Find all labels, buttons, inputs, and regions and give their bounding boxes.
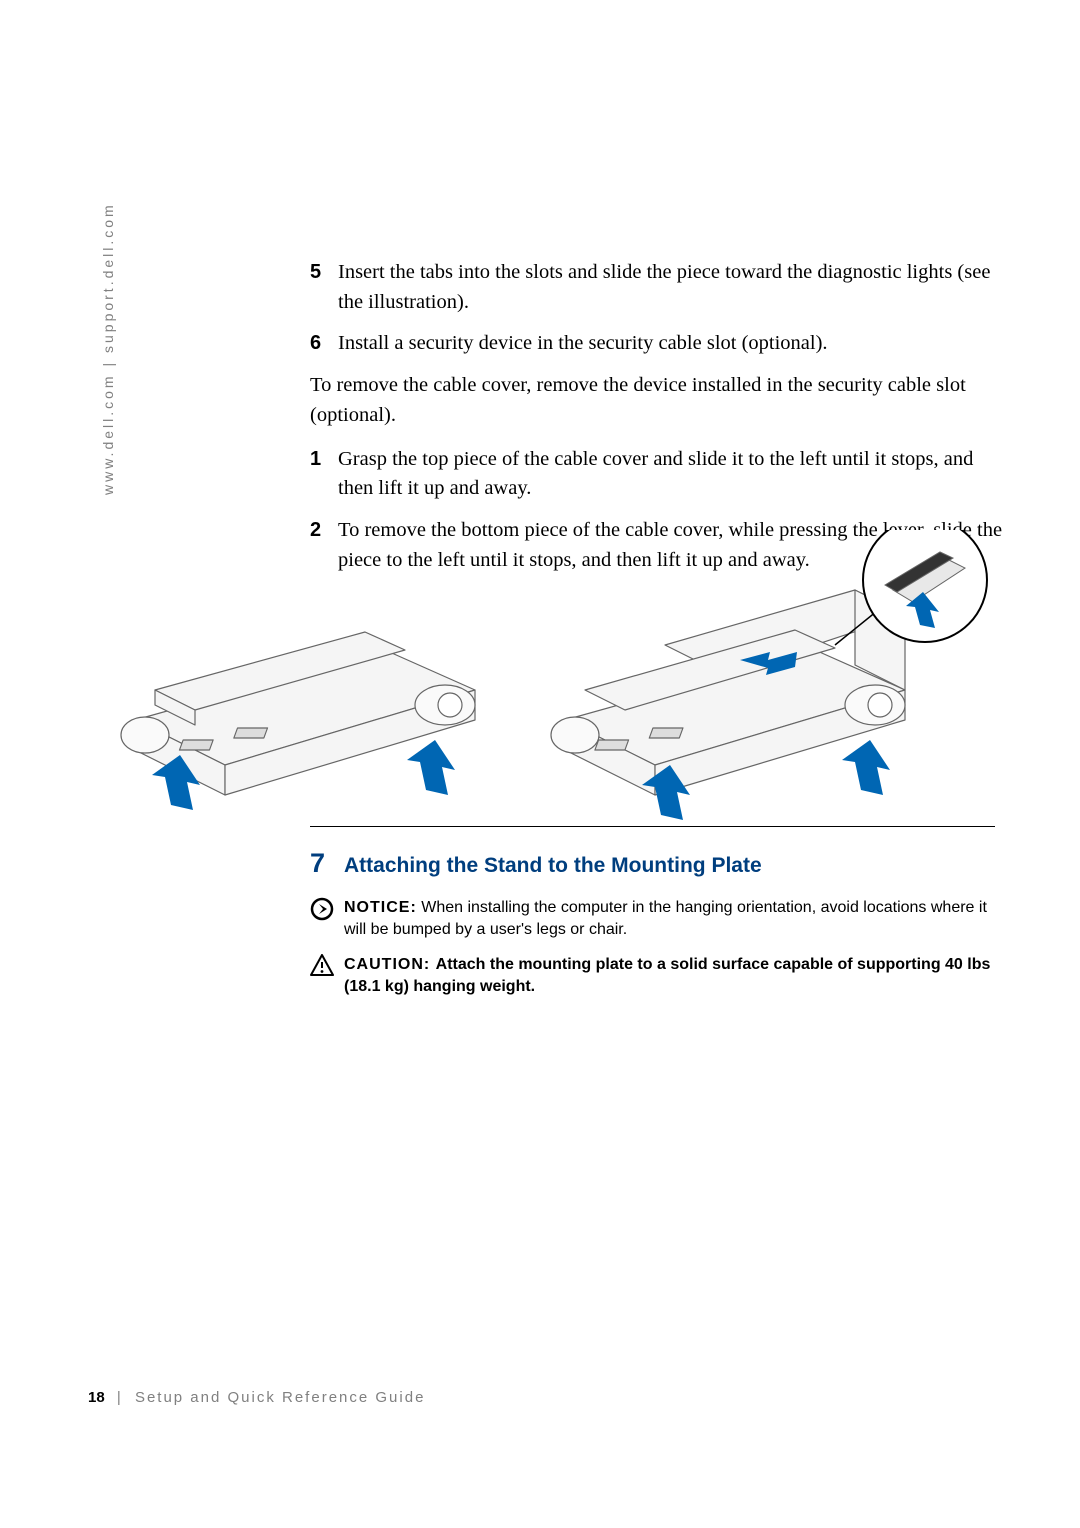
footer-title: Setup and Quick Reference Guide bbox=[135, 1389, 425, 1406]
section-number: 7 bbox=[310, 848, 344, 879]
page-footer: 18 | Setup and Quick Reference Guide bbox=[88, 1389, 425, 1406]
step-number: 5 bbox=[310, 258, 338, 317]
notice-callout: NOTICE: When installing the computer in … bbox=[310, 897, 1000, 942]
caution-callout: CAUTION: Attach the mounting plate to a … bbox=[310, 954, 1000, 999]
paragraph: To remove the cable cover, remove the de… bbox=[310, 371, 1010, 430]
cable-cover-right-illustration bbox=[525, 530, 995, 830]
notice-icon bbox=[310, 897, 344, 942]
notice-text: NOTICE: When installing the computer in … bbox=[344, 897, 1000, 942]
step-5: 5 Insert the tabs into the slots and sli… bbox=[310, 258, 1010, 317]
step-6: 6 Install a security device in the secur… bbox=[310, 329, 1010, 359]
page-number: 18 bbox=[88, 1389, 105, 1406]
caution-text: CAUTION: Attach the mounting plate to a … bbox=[344, 954, 1000, 999]
step-text: Insert the tabs into the slots and slide… bbox=[338, 258, 1010, 317]
step-number: 1 bbox=[310, 445, 338, 504]
caution-body: Attach the mounting plate to a solid sur… bbox=[344, 956, 990, 995]
notice-label: NOTICE: bbox=[344, 899, 417, 916]
caution-icon bbox=[310, 954, 344, 999]
caution-label: CAUTION: bbox=[344, 956, 436, 973]
section-7: 7 Attaching the Stand to the Mounting Pl… bbox=[310, 848, 1000, 1011]
page: www.dell.com | support.dell.com 5 Insert… bbox=[0, 0, 1080, 1528]
cable-cover-left-illustration bbox=[85, 570, 525, 830]
section-title: Attaching the Stand to the Mounting Plat… bbox=[344, 854, 762, 878]
steps-continue: 5 Insert the tabs into the slots and sli… bbox=[310, 258, 1010, 359]
step-text: Grasp the top piece of the cable cover a… bbox=[338, 445, 1010, 504]
section-heading: 7 Attaching the Stand to the Mounting Pl… bbox=[310, 848, 1000, 879]
notice-body: When installing the computer in the hang… bbox=[344, 899, 987, 938]
step-text: Install a security device in the securit… bbox=[338, 329, 828, 359]
illustration-area bbox=[85, 530, 995, 820]
divider bbox=[310, 826, 995, 827]
step-1: 1 Grasp the top piece of the cable cover… bbox=[310, 445, 1010, 504]
footer-sep: | bbox=[117, 1389, 123, 1406]
step-number: 6 bbox=[310, 329, 338, 359]
side-url: www.dell.com | support.dell.com bbox=[100, 202, 116, 495]
